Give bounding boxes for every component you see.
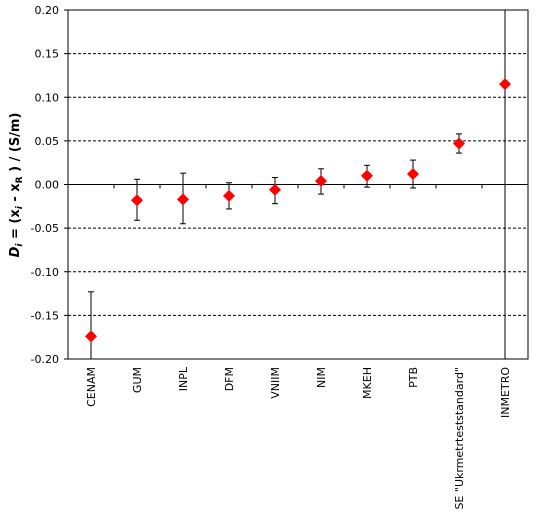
y-tick-label: 0.00 — [35, 179, 60, 192]
y-tick-labels: -0.20 -0.15 -0.10 -0.05 0.00 0.05 0.10 0.15 0.20 — [31, 4, 59, 366]
y-tick-label: -0.15 — [31, 309, 59, 322]
gridlines — [68, 9, 528, 316]
data-point — [131, 194, 143, 207]
x-tick-labels: CENAM GUM INPL DFM VNIIM NIM MKEH PTB SE "Ukrmet… — [85, 366, 512, 509]
y-tick-label: -0.20 — [31, 353, 59, 366]
data-point — [177, 193, 189, 206]
data-point — [361, 169, 373, 182]
y-tick-label: -0.05 — [31, 222, 59, 235]
x-tick-label: PTB — [407, 367, 420, 388]
data-point — [407, 168, 419, 181]
x-tick-label: INMETRO — [499, 367, 512, 418]
x-tick-label: SE "Ukrmetrteststandard" — [453, 367, 466, 510]
data-point — [269, 183, 281, 196]
x-tick-label: GUM — [131, 367, 144, 393]
x-tick-label: DFM — [223, 367, 236, 391]
y-axis-label: Di = (xi - xR ) / (S/m) — [8, 113, 25, 258]
x-tick-label: MKEH — [361, 367, 374, 399]
axes — [64, 9, 529, 360]
x-tick-label: INPL — [177, 366, 190, 391]
y-tick-label: 0.15 — [35, 48, 60, 61]
y-tick-label: 0.20 — [35, 4, 60, 17]
data-point — [315, 175, 327, 188]
y-tick-label: 0.10 — [35, 91, 60, 104]
data-markers — [85, 78, 511, 343]
x-tick-label: NIM — [315, 367, 328, 388]
data-point — [499, 78, 511, 91]
data-point — [223, 189, 235, 202]
x-tick-label: CENAM — [85, 367, 98, 407]
y-tick-label: -0.10 — [31, 266, 59, 279]
y-tick-label: 0.05 — [35, 135, 60, 148]
data-point — [85, 330, 97, 343]
x-tick-label: VNIIM — [269, 367, 282, 399]
data-point — [453, 137, 465, 150]
